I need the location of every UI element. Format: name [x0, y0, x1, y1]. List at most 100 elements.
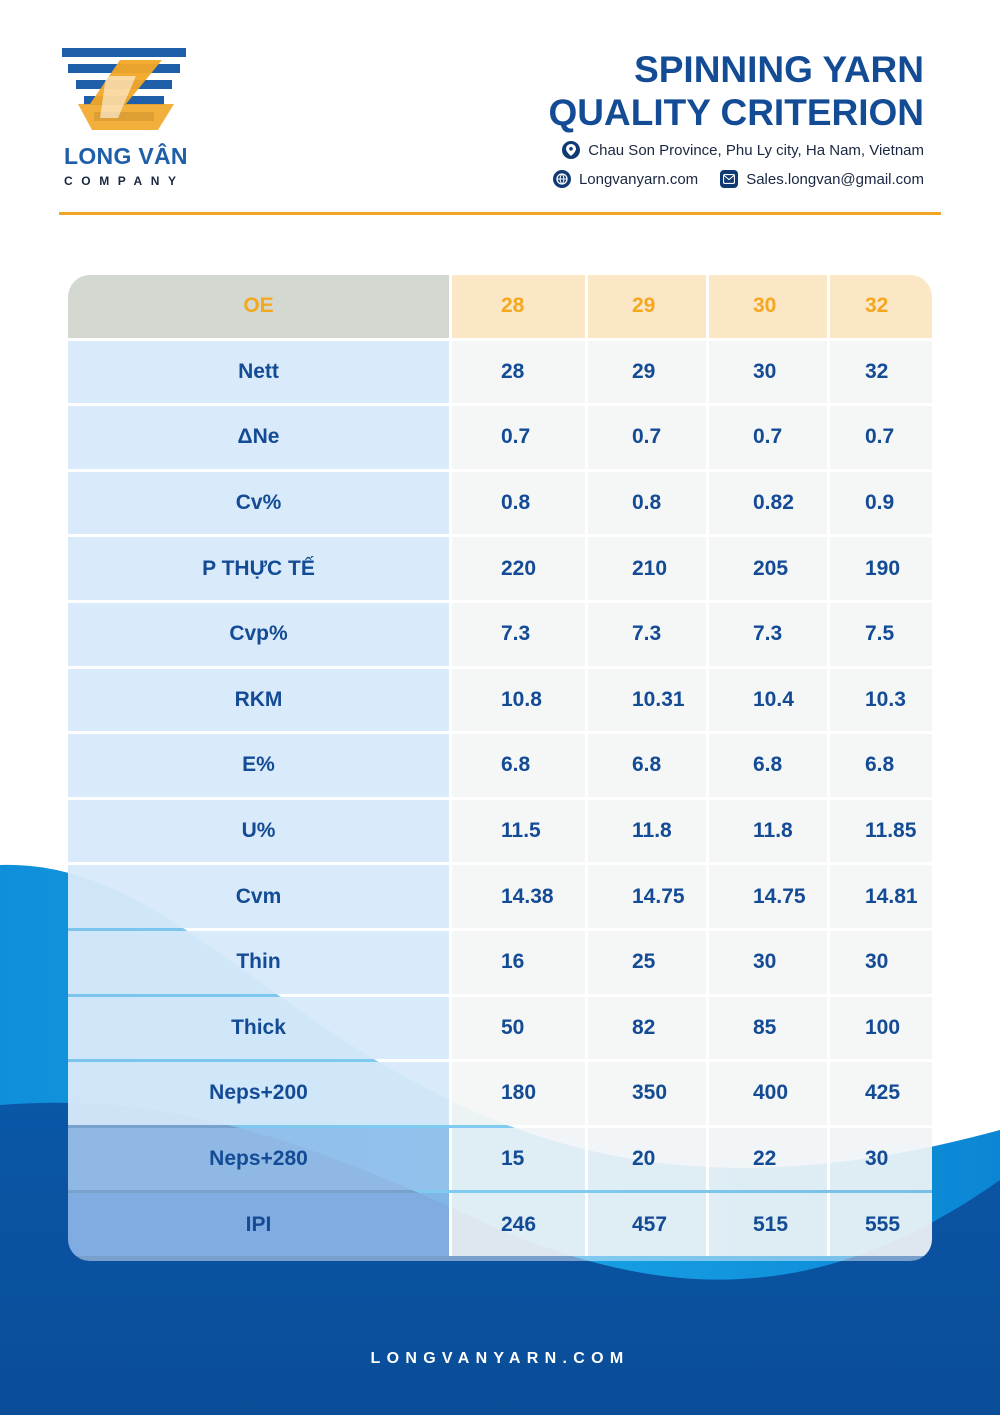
table-cell: 10.31 — [585, 668, 706, 732]
table-cell: 29 — [585, 340, 706, 404]
row-label: Nett — [68, 340, 449, 404]
table-row: Nett 28 29 30 32 — [68, 340, 932, 404]
table-cell: 190 — [827, 537, 932, 600]
table-row: Neps+280 15 20 22 30 — [68, 1127, 932, 1191]
email-link[interactable]: Sales.longvan@gmail.com — [746, 170, 924, 188]
table-cell: 10.4 — [706, 668, 827, 732]
header-col-cell: 28 — [449, 275, 585, 338]
table-cell: 22 — [706, 1127, 827, 1191]
table-cell: 10.8 — [449, 668, 585, 732]
table-cell: 30 — [706, 930, 827, 994]
table-cell: 14.81 — [827, 865, 932, 928]
table-cell: 7.3 — [706, 602, 827, 666]
table-cell: 0.82 — [706, 471, 827, 535]
table-cell: 16 — [449, 930, 585, 994]
mail-icon — [720, 170, 739, 188]
table-cell: 7.3 — [449, 602, 585, 666]
row-label: RKM — [68, 668, 449, 732]
table-cell: 0.8 — [585, 471, 706, 535]
table-cell: 0.7 — [827, 406, 932, 469]
table-cell: 180 — [449, 1062, 585, 1125]
table-row: RKM 10.8 10.31 10.4 10.3 — [68, 668, 932, 732]
table-cell: 28 — [449, 340, 585, 404]
table-cell: 7.3 — [585, 602, 706, 666]
table-cell: 0.8 — [449, 471, 585, 535]
table-cell: 11.5 — [449, 799, 585, 863]
table-row: Thin 16 25 30 30 — [68, 930, 932, 994]
table-cell: 220 — [449, 537, 585, 600]
table-row: Neps+200 180 350 400 425 — [68, 1062, 932, 1125]
header-label-cell: OE — [68, 275, 449, 338]
contact-line: Longvanyarn.com Sales.longvan@gmail.com — [552, 170, 924, 188]
row-label: IPI — [68, 1193, 449, 1256]
table-row: ΔNe 0.7 0.7 0.7 0.7 — [68, 406, 932, 469]
header-col-cell: 30 — [706, 275, 827, 338]
table-cell: 15 — [449, 1127, 585, 1191]
row-label: Neps+280 — [68, 1127, 449, 1191]
address-text: Chau Son Province, Phu Ly city, Ha Nam, … — [588, 141, 924, 159]
table-row: P THỰC TẾ 220 210 205 190 — [68, 537, 932, 600]
table-cell: 10.3 — [827, 668, 932, 732]
row-label: Cvm — [68, 865, 449, 928]
table-cell: 30 — [827, 1127, 932, 1191]
table-cell: 246 — [449, 1193, 585, 1256]
footer-website[interactable]: LONGVANYARN.COM — [370, 1350, 630, 1367]
document-title: SPINNING YARN QUALITY CRITERION — [549, 48, 925, 134]
table-cell: 6.8 — [449, 734, 585, 797]
address-line: Chau Son Province, Phu Ly city, Ha Nam, … — [562, 141, 924, 159]
table-cell: 85 — [706, 996, 827, 1060]
title-line-1: SPINNING YARN — [634, 49, 924, 90]
row-label: Neps+200 — [68, 1062, 449, 1125]
table-row: IPI 246 457 515 555 — [68, 1193, 932, 1256]
table-cell: 25 — [585, 930, 706, 994]
row-label: E% — [68, 734, 449, 797]
table-row: E% 6.8 6.8 6.8 6.8 — [68, 734, 932, 797]
table-cell: 30 — [706, 340, 827, 404]
title-line-2: QUALITY CRITERION — [548, 92, 925, 133]
row-label: Cv% — [68, 471, 449, 535]
table-cell: 0.7 — [585, 406, 706, 469]
table-cell: 0.7 — [706, 406, 827, 469]
table-cell: 7.5 — [827, 602, 932, 666]
table-cell: 6.8 — [585, 734, 706, 797]
table-row: Cv% 0.8 0.8 0.82 0.9 — [68, 471, 932, 535]
row-label: P THỰC TẾ — [68, 537, 449, 600]
row-label: ΔNe — [68, 406, 449, 469]
row-label: Thin — [68, 930, 449, 994]
table-cell: 6.8 — [827, 734, 932, 797]
row-label: Thick — [68, 996, 449, 1060]
table-cell: 11.85 — [827, 799, 932, 863]
company-logo — [62, 46, 192, 138]
table-cell: 555 — [827, 1193, 932, 1256]
brand-name: LONG VÂN — [64, 143, 188, 169]
table-cell: 515 — [706, 1193, 827, 1256]
header-col-cell: 29 — [585, 275, 706, 338]
table-cell: 14.38 — [449, 865, 585, 928]
row-label: Cvp% — [68, 602, 449, 666]
table-cell: 14.75 — [585, 865, 706, 928]
table-cell: 11.8 — [706, 799, 827, 863]
table-cell: 425 — [827, 1062, 932, 1125]
logo-mark-icon — [62, 48, 186, 130]
table-cell: 350 — [585, 1062, 706, 1125]
table-cell: 50 — [449, 996, 585, 1060]
table-cell: 30 — [827, 930, 932, 994]
table-header-row: OE 28 29 30 32 — [68, 275, 932, 338]
table-cell: 100 — [827, 996, 932, 1060]
globe-icon — [552, 170, 571, 188]
table-cell: 210 — [585, 537, 706, 600]
table-cell: 14.75 — [706, 865, 827, 928]
quality-table-container: OE 28 29 30 32 Nett 28 29 30 32 ΔNe 0.7 … — [68, 275, 932, 1261]
table-row: Cvp% 7.3 7.3 7.3 7.5 — [68, 602, 932, 666]
table-cell: 205 — [706, 537, 827, 600]
location-pin-icon — [562, 141, 581, 159]
row-label: U% — [68, 799, 449, 863]
table-cell: 20 — [585, 1127, 706, 1191]
website-link[interactable]: Longvanyarn.com — [578, 170, 699, 188]
table-cell: 6.8 — [706, 734, 827, 797]
table-cell: 0.7 — [449, 406, 585, 469]
table-cell: 82 — [585, 996, 706, 1060]
table-row: Thick 50 82 85 100 — [68, 996, 932, 1060]
header-divider — [59, 212, 941, 215]
table-row: Cvm 14.38 14.75 14.75 14.81 — [68, 865, 932, 928]
